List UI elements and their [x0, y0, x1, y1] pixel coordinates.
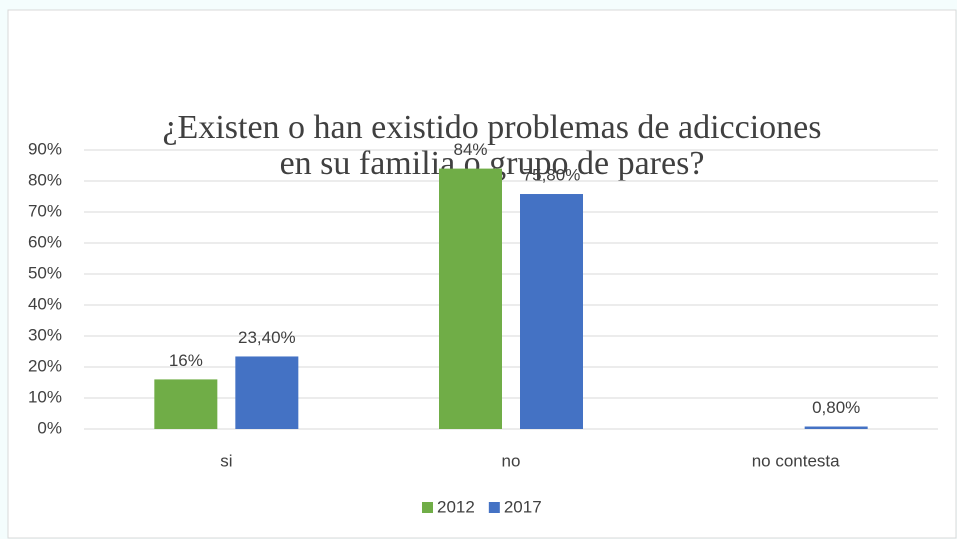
x-tick-label: no contesta: [752, 451, 840, 470]
legend-swatch: [488, 502, 500, 513]
y-tick-label: 20%: [28, 356, 62, 375]
y-tick-label: 0%: [37, 418, 62, 437]
y-tick-label: 40%: [28, 294, 62, 313]
legend-label: 2012: [437, 497, 475, 516]
y-tick-label: 30%: [28, 325, 62, 344]
data-label: 75,80%: [523, 166, 581, 185]
y-tick-label: 60%: [28, 232, 62, 251]
bar: [235, 356, 299, 429]
bar: [804, 426, 868, 429]
bar: [154, 379, 218, 429]
chart-title: ¿Existen o han existido problemas de adi…: [162, 109, 821, 146]
legend-swatch: [422, 502, 433, 513]
y-tick-label: 50%: [28, 263, 62, 282]
bar: [439, 168, 502, 429]
y-tick-label: 90%: [28, 139, 62, 158]
y-tick-label: 70%: [28, 201, 62, 220]
data-label: 84%: [453, 140, 487, 159]
x-tick-label: no: [502, 451, 521, 470]
data-label: 23,40%: [238, 328, 296, 347]
x-tick-label: si: [220, 451, 232, 470]
data-label: 0,80%: [812, 398, 860, 417]
legend-label: 2017: [504, 497, 542, 516]
bar: [520, 194, 583, 429]
data-label: 16%: [169, 351, 203, 370]
y-tick-label: 10%: [28, 387, 62, 406]
y-tick-label: 80%: [28, 170, 62, 189]
